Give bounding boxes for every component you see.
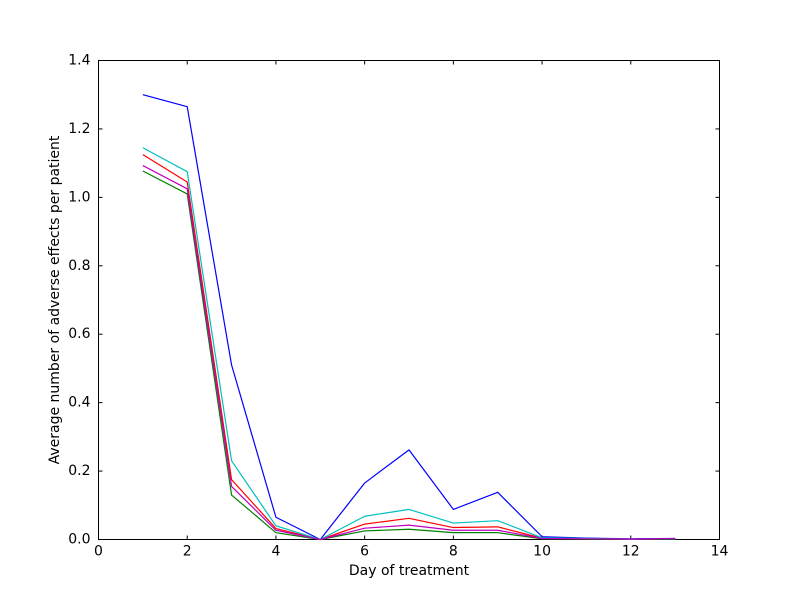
x-tick-label: 4 [271,544,280,560]
x-tick-label: 14 [711,544,729,560]
y-tick-label: 1.0 [68,189,90,205]
x-tick-label: 10 [533,544,551,560]
y-tick-label: 1.4 [68,53,90,69]
y-tick-label: 0.2 [68,463,90,479]
x-tick-label: 6 [360,544,369,560]
x-tick-label: 12 [622,544,640,560]
line-series [142,165,676,541]
y-tick-label: 1.2 [68,121,90,137]
plot-frame [98,60,720,540]
x-tick-label: 0 [94,544,103,560]
x-tick-label: 8 [449,544,458,560]
y-tick-label: 0.4 [68,395,90,411]
x-tick-label: 2 [183,544,192,560]
y-axis-label: Average number of adverse effects per pa… [47,135,63,464]
y-tick-label: 0.8 [68,258,90,274]
y-tick-label: 0.6 [68,326,90,342]
y-tick-label: 0.0 [68,532,90,548]
x-axis-label: Day of treatment [349,563,470,579]
